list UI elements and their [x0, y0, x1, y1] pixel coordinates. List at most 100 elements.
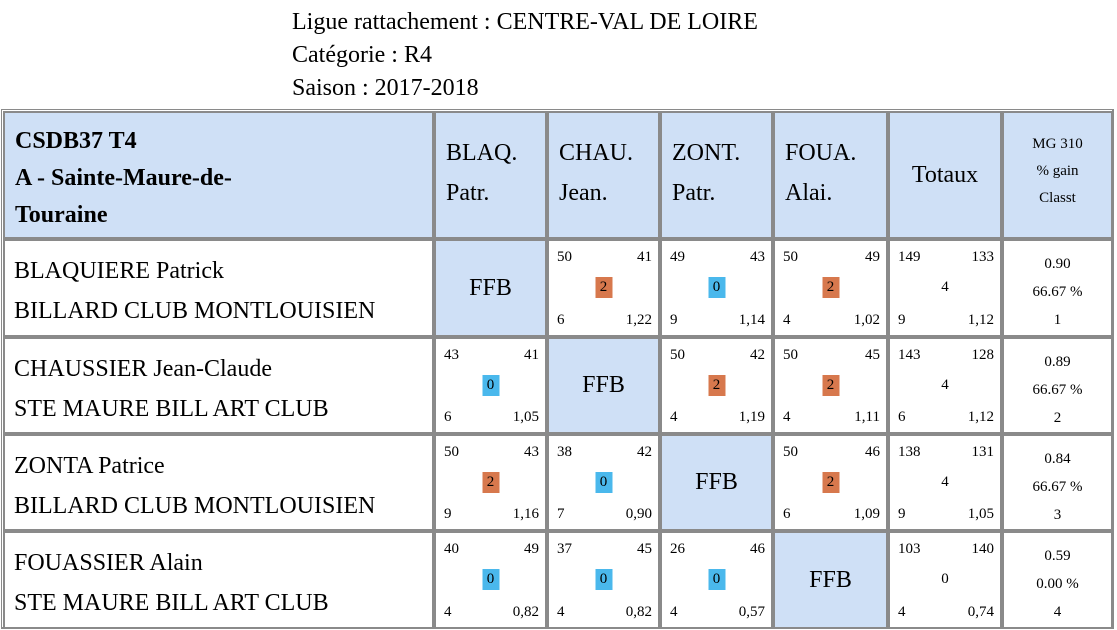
match-opponent-points: 42 [750, 347, 765, 363]
player-club: STE MAURE BILL ART CLUB [14, 396, 329, 422]
loss-badge: 0 [708, 569, 725, 590]
totaux-header: Totaux [888, 111, 1002, 239]
column-first: Patr. [672, 180, 716, 206]
mg-value: 0.59 [1044, 548, 1071, 564]
total-reprises: 9 [898, 312, 906, 328]
column-header-2: ZONT. Patr. [660, 111, 773, 239]
match-reprises: 4 [557, 604, 565, 620]
table-title-line1: CSDB37 T4 [15, 128, 137, 154]
match-cell: 40 49 0 4 0,82 [434, 531, 547, 629]
totaux-label: Totaux [911, 161, 979, 188]
match-points: 38 [557, 444, 572, 460]
player-cell: FOUASSIER Alain STE MAURE BILL ART CLUB [3, 531, 434, 629]
match-cell: 50 41 2 6 1,22 [547, 239, 660, 337]
match-reprises: 4 [444, 604, 452, 620]
table-title-line2: A - Sainte-Maure-de- [15, 165, 232, 191]
ffb-cell: FFB [773, 531, 888, 629]
table-title-line3: Touraine [15, 202, 108, 228]
total-match-points: 4 [941, 377, 949, 393]
match-opponent-points: 45 [865, 347, 880, 363]
ranking-cell: 0.89 66.67 % 2 [1002, 337, 1113, 434]
match-points: 50 [557, 249, 572, 265]
table-title-cell: CSDB37 T4 A - Sainte-Maure-de- Touraine [3, 111, 434, 239]
total-opponent-points: 133 [971, 249, 995, 265]
player-name: CHAUSSIER Jean-Claude [14, 356, 272, 382]
win-badge: 2 [708, 375, 725, 396]
total-points: 149 [898, 249, 921, 265]
player-club: BILLARD CLUB MONTLOUISIEN [14, 298, 376, 324]
match-reprises: 4 [783, 409, 791, 425]
column-first: Jean. [559, 180, 608, 206]
match-points: 43 [444, 347, 459, 363]
page-header: Ligue rattachement : CENTRE-VAL DE LOIRE… [292, 6, 758, 105]
column-abbr: BLAQ. [446, 140, 518, 166]
match-opponent-points: 42 [637, 444, 652, 460]
match-average: 0,82 [512, 604, 539, 620]
gain-percent: 66.67 % [1032, 284, 1083, 300]
player-name: BLAQUIERE Patrick [14, 258, 224, 284]
match-average: 0,57 [738, 604, 765, 620]
total-average: 1,05 [967, 506, 994, 522]
match-reprises: 4 [670, 604, 678, 620]
match-reprises: 6 [444, 409, 452, 425]
column-abbr: CHAU. [559, 140, 634, 166]
total-opponent-points: 140 [971, 541, 995, 557]
match-opponent-points: 49 [865, 249, 880, 265]
gain-percent: 66.67 % [1032, 382, 1083, 398]
column-abbr: FOUA. [785, 140, 857, 166]
loss-badge: 0 [482, 375, 499, 396]
gain-percent: 66.67 % [1032, 479, 1083, 495]
totals-cell: 149 133 4 9 1,12 [888, 239, 1002, 337]
total-points: 103 [898, 541, 921, 557]
ranking-cell: 0.90 66.67 % 1 [1002, 239, 1113, 337]
match-average: 0,82 [625, 604, 652, 620]
match-cell: 50 45 2 4 1,11 [773, 337, 888, 434]
total-average: 1,12 [967, 312, 994, 328]
match-cell: 38 42 0 7 0,90 [547, 434, 660, 531]
match-cell: 49 43 0 9 1,14 [660, 239, 773, 337]
match-reprises: 6 [783, 506, 791, 522]
win-badge: 2 [822, 277, 839, 298]
column-first: Alai. [785, 180, 833, 206]
match-reprises: 4 [670, 409, 678, 425]
match-points: 37 [557, 541, 572, 557]
player-cell: CHAUSSIER Jean-Claude STE MAURE BILL ART … [3, 337, 434, 434]
win-badge: 2 [595, 277, 612, 298]
match-points: 50 [444, 444, 459, 460]
ffb-cell: FFB [660, 434, 773, 531]
match-average: 1,02 [853, 312, 880, 328]
match-cell: 50 49 2 4 1,02 [773, 239, 888, 337]
column-header-1: CHAU. Jean. [547, 111, 660, 239]
ffb-cell: FFB [547, 337, 660, 434]
saison-line: Saison : 2017-2018 [292, 75, 479, 101]
totals-cell: 143 128 4 6 1,12 [888, 337, 1002, 434]
total-reprises: 9 [898, 506, 906, 522]
player-cell: ZONTA Patrice BILLARD CLUB MONTLOUISIEN [3, 434, 434, 531]
match-average: 1,14 [738, 312, 765, 328]
match-average: 1,22 [625, 312, 652, 328]
total-reprises: 4 [898, 604, 906, 620]
results-table: CSDB37 T4 A - Sainte-Maure-de- Touraine BLA… [1, 109, 1114, 629]
win-badge: 2 [822, 375, 839, 396]
total-opponent-points: 131 [971, 444, 995, 460]
match-average: 1,09 [853, 506, 880, 522]
column-first: Patr. [446, 180, 490, 206]
match-points: 26 [670, 541, 685, 557]
ranking-cell: 0.59 0.00 % 4 [1002, 531, 1113, 629]
match-points: 50 [783, 444, 798, 460]
mg-value: 0.84 [1044, 451, 1071, 467]
gain-percent: 0.00 % [1036, 576, 1079, 592]
match-cell: 43 41 0 6 1,05 [434, 337, 547, 434]
ffb-cell: FFB [434, 239, 547, 337]
total-opponent-points: 128 [971, 347, 995, 363]
mg-header: MG 310 % gain Classt [1002, 111, 1113, 239]
match-opponent-points: 46 [865, 444, 880, 460]
totals-cell: 138 131 4 9 1,05 [888, 434, 1002, 531]
match-cell: 26 46 0 4 0,57 [660, 531, 773, 629]
win-badge: 2 [822, 472, 839, 493]
match-average: 0,90 [625, 506, 652, 522]
ffb-label: FFB [582, 372, 625, 398]
total-match-points: 4 [941, 279, 949, 295]
gain-label: % gain [1036, 163, 1079, 179]
match-points: 50 [783, 249, 798, 265]
